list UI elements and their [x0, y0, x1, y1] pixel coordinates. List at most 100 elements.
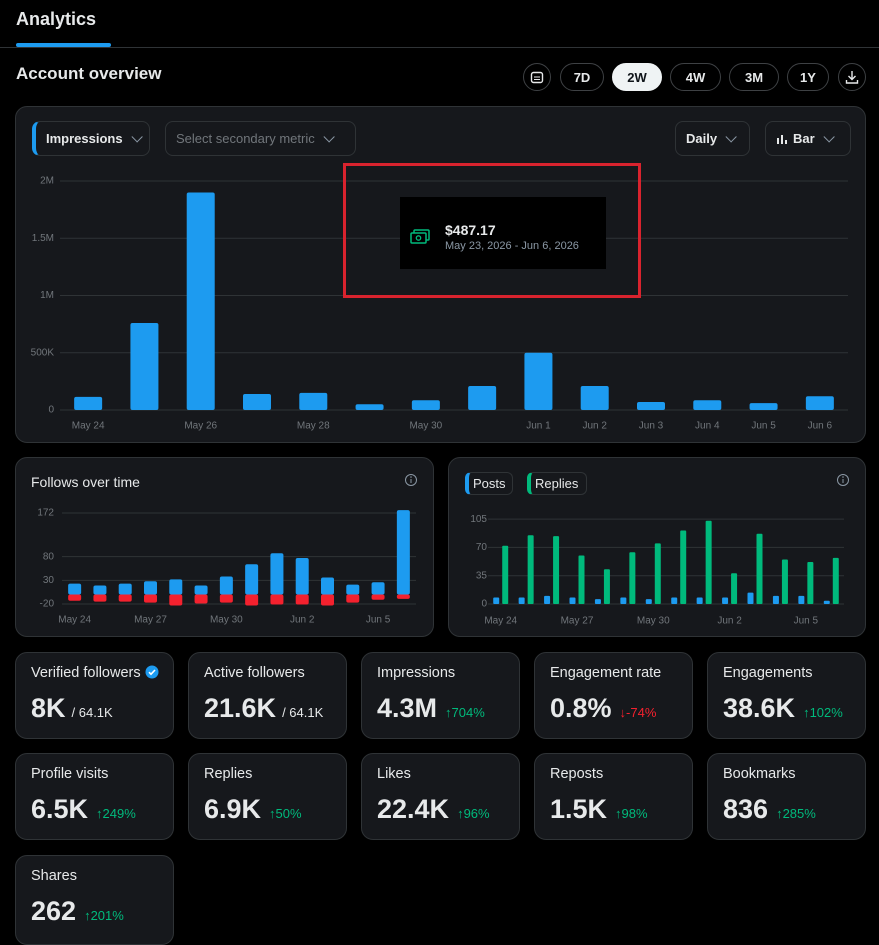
bar	[219, 594, 233, 603]
bar	[544, 595, 551, 604]
y-tick-label: 2M	[40, 176, 54, 187]
bar	[299, 392, 328, 410]
x-tick-label: Jun 2	[290, 615, 315, 626]
stat-label-text: Profile visits	[31, 766, 109, 782]
y-tick-label: 35	[476, 570, 488, 581]
bar	[93, 594, 107, 602]
legend-item[interactable]: Replies	[527, 472, 587, 495]
interval-dropdown[interactable]: Daily	[675, 121, 750, 156]
bar	[321, 577, 334, 595]
stat-delta: ↑102%	[803, 705, 843, 720]
tab-indicator	[16, 43, 111, 47]
x-tick-label: Jun 4	[695, 421, 720, 432]
stat-label: Reposts	[550, 766, 603, 782]
calendar-icon	[530, 71, 544, 84]
x-tick-label: Jun 5	[794, 616, 819, 627]
x-tick-label: May 27	[134, 615, 167, 626]
x-tick-label: Jun 5	[366, 615, 391, 626]
stat-card: Reposts 1.5K ↑98%	[534, 753, 693, 840]
stat-label: Shares	[31, 868, 77, 884]
dropdown-label: Bar	[793, 131, 815, 146]
bar	[68, 583, 82, 595]
bar	[693, 400, 722, 410]
x-tick-label: May 26	[184, 421, 217, 432]
bar	[295, 594, 309, 605]
stat-value: 22.4K	[377, 794, 450, 824]
y-tick-label: 30	[43, 575, 55, 586]
stat-value: 6.5K	[31, 794, 89, 824]
bar	[578, 555, 585, 604]
y-tick-label: 500K	[31, 347, 55, 358]
stat-value: 8K	[31, 693, 66, 723]
stat-value-row: 21.6K / 64.1K	[204, 693, 323, 724]
bar	[219, 576, 233, 595]
money-icon	[410, 229, 430, 244]
highlight-box	[343, 163, 641, 298]
bar	[722, 597, 729, 604]
x-tick-label: Jun 2	[582, 421, 607, 432]
range-button[interactable]: 1Y	[787, 63, 829, 91]
x-tick-label: May 24	[72, 421, 105, 432]
stat-card: Replies 6.9K ↑50%	[188, 753, 347, 840]
stat-total: / 64.1K	[71, 705, 113, 720]
bar	[756, 533, 763, 604]
bar	[807, 561, 814, 604]
secondary-metric-dropdown[interactable]: Select secondary metric	[165, 121, 356, 156]
y-tick-label: 105	[470, 514, 487, 525]
bar	[346, 594, 360, 603]
legend-label: Posts	[473, 476, 506, 491]
y-tick-label: 0	[481, 599, 487, 610]
bar	[118, 583, 132, 595]
bar	[270, 553, 284, 595]
stat-value-row: 6.5K ↑249%	[31, 794, 136, 825]
range-button[interactable]: 2W	[612, 63, 662, 91]
x-tick-label: May 24	[484, 616, 517, 627]
x-tick-label: Jun 1	[526, 421, 551, 432]
x-tick-label: Jun 2	[717, 616, 742, 627]
x-tick-label: Jun 5	[751, 421, 776, 432]
bar	[371, 582, 385, 595]
bar	[569, 597, 576, 604]
stat-value-row: 0.8% ↓-74%	[550, 693, 656, 724]
bar	[696, 597, 703, 604]
bar	[781, 559, 788, 604]
range-button[interactable]: 3M	[729, 63, 779, 91]
download-button[interactable]	[838, 63, 866, 91]
bar	[493, 597, 500, 604]
range-button[interactable]: 7D	[560, 63, 604, 91]
x-tick-label: May 28	[297, 421, 330, 432]
primary-metric-dropdown[interactable]: Impressions	[32, 121, 150, 156]
legend-item[interactable]: Posts	[465, 472, 513, 495]
bar	[502, 545, 509, 604]
verified-badge	[145, 665, 159, 679]
stat-card: Engagements 38.6K ↑102%	[707, 652, 866, 739]
stat-delta: ↑50%	[269, 806, 302, 821]
info-icon[interactable]	[404, 473, 418, 487]
bar	[245, 594, 259, 606]
stat-label: Profile visits	[31, 766, 108, 782]
stat-value-row: 22.4K ↑96%	[377, 794, 490, 825]
calendar-button[interactable]	[523, 63, 551, 91]
x-tick-label: Jun 3	[639, 421, 664, 432]
bar	[553, 536, 560, 604]
bar	[671, 597, 678, 604]
stat-delta: ↓-74%	[619, 705, 657, 720]
stat-label-text: Bookmarks	[723, 766, 796, 782]
bar	[747, 592, 754, 604]
tooltip: $487.17 May 23, 2026 - Jun 6, 2026	[400, 197, 606, 269]
chart-style-dropdown[interactable]: Bar	[765, 121, 851, 156]
x-tick-label: May 30	[409, 421, 442, 432]
stat-label-text: Likes	[377, 766, 411, 782]
stat-value-row: 1.5K ↑98%	[550, 794, 648, 825]
range-button[interactable]: 4W	[670, 63, 721, 91]
bar	[169, 594, 183, 606]
bar	[355, 404, 384, 410]
info-icon[interactable]	[836, 473, 850, 487]
stat-card: Engagement rate 0.8% ↓-74%	[534, 652, 693, 739]
bar	[798, 595, 805, 604]
stat-card: Verified followers 8K / 64.1K	[15, 652, 174, 739]
stat-value-row: 836 ↑285%	[723, 794, 816, 825]
chart-title: Follows over time	[31, 474, 140, 490]
stat-total: / 64.1K	[282, 705, 324, 720]
